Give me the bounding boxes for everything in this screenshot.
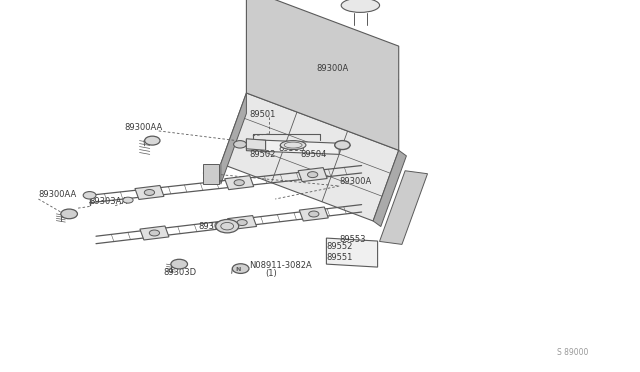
Text: 89553: 89553: [339, 235, 365, 244]
Polygon shape: [203, 164, 219, 184]
Text: S 89000: S 89000: [557, 348, 588, 357]
Circle shape: [234, 180, 244, 186]
Polygon shape: [221, 93, 399, 221]
Text: N08911-3082A: N08911-3082A: [250, 262, 312, 270]
Polygon shape: [246, 0, 399, 150]
Text: 89551: 89551: [326, 253, 353, 262]
Text: 89501: 89501: [250, 110, 276, 119]
Text: 89300AA: 89300AA: [125, 123, 163, 132]
Polygon shape: [221, 93, 246, 184]
Text: 89303AA: 89303AA: [90, 198, 128, 206]
Text: 89300A: 89300A: [339, 177, 371, 186]
Polygon shape: [298, 168, 327, 182]
Polygon shape: [246, 140, 339, 154]
Circle shape: [61, 209, 77, 219]
Text: 89552: 89552: [326, 242, 353, 251]
Polygon shape: [135, 186, 164, 199]
Text: 89303D: 89303D: [163, 268, 196, 277]
Circle shape: [171, 259, 188, 269]
Polygon shape: [326, 238, 378, 267]
Text: (1): (1): [266, 269, 277, 278]
Circle shape: [232, 264, 249, 273]
Ellipse shape: [280, 141, 306, 150]
Circle shape: [145, 136, 160, 145]
Ellipse shape: [341, 0, 380, 12]
Polygon shape: [300, 207, 328, 221]
Circle shape: [83, 192, 96, 199]
Text: 89300A: 89300A: [317, 64, 349, 73]
Polygon shape: [380, 171, 428, 244]
Circle shape: [123, 197, 133, 203]
Text: 89504: 89504: [301, 150, 327, 159]
Polygon shape: [246, 139, 266, 150]
Circle shape: [216, 219, 239, 233]
Circle shape: [307, 171, 317, 177]
Text: 89503: 89503: [278, 144, 305, 153]
Circle shape: [149, 230, 159, 236]
Polygon shape: [140, 226, 169, 240]
Circle shape: [308, 211, 319, 217]
Text: N: N: [236, 267, 241, 272]
Circle shape: [335, 141, 350, 150]
Polygon shape: [373, 150, 406, 227]
Polygon shape: [225, 176, 253, 190]
Text: 89502: 89502: [250, 150, 276, 159]
Circle shape: [237, 219, 247, 225]
Circle shape: [145, 189, 155, 195]
Circle shape: [234, 141, 246, 148]
Text: 89300AA: 89300AA: [38, 190, 77, 199]
Text: 89303E: 89303E: [198, 222, 230, 231]
Polygon shape: [228, 215, 257, 230]
